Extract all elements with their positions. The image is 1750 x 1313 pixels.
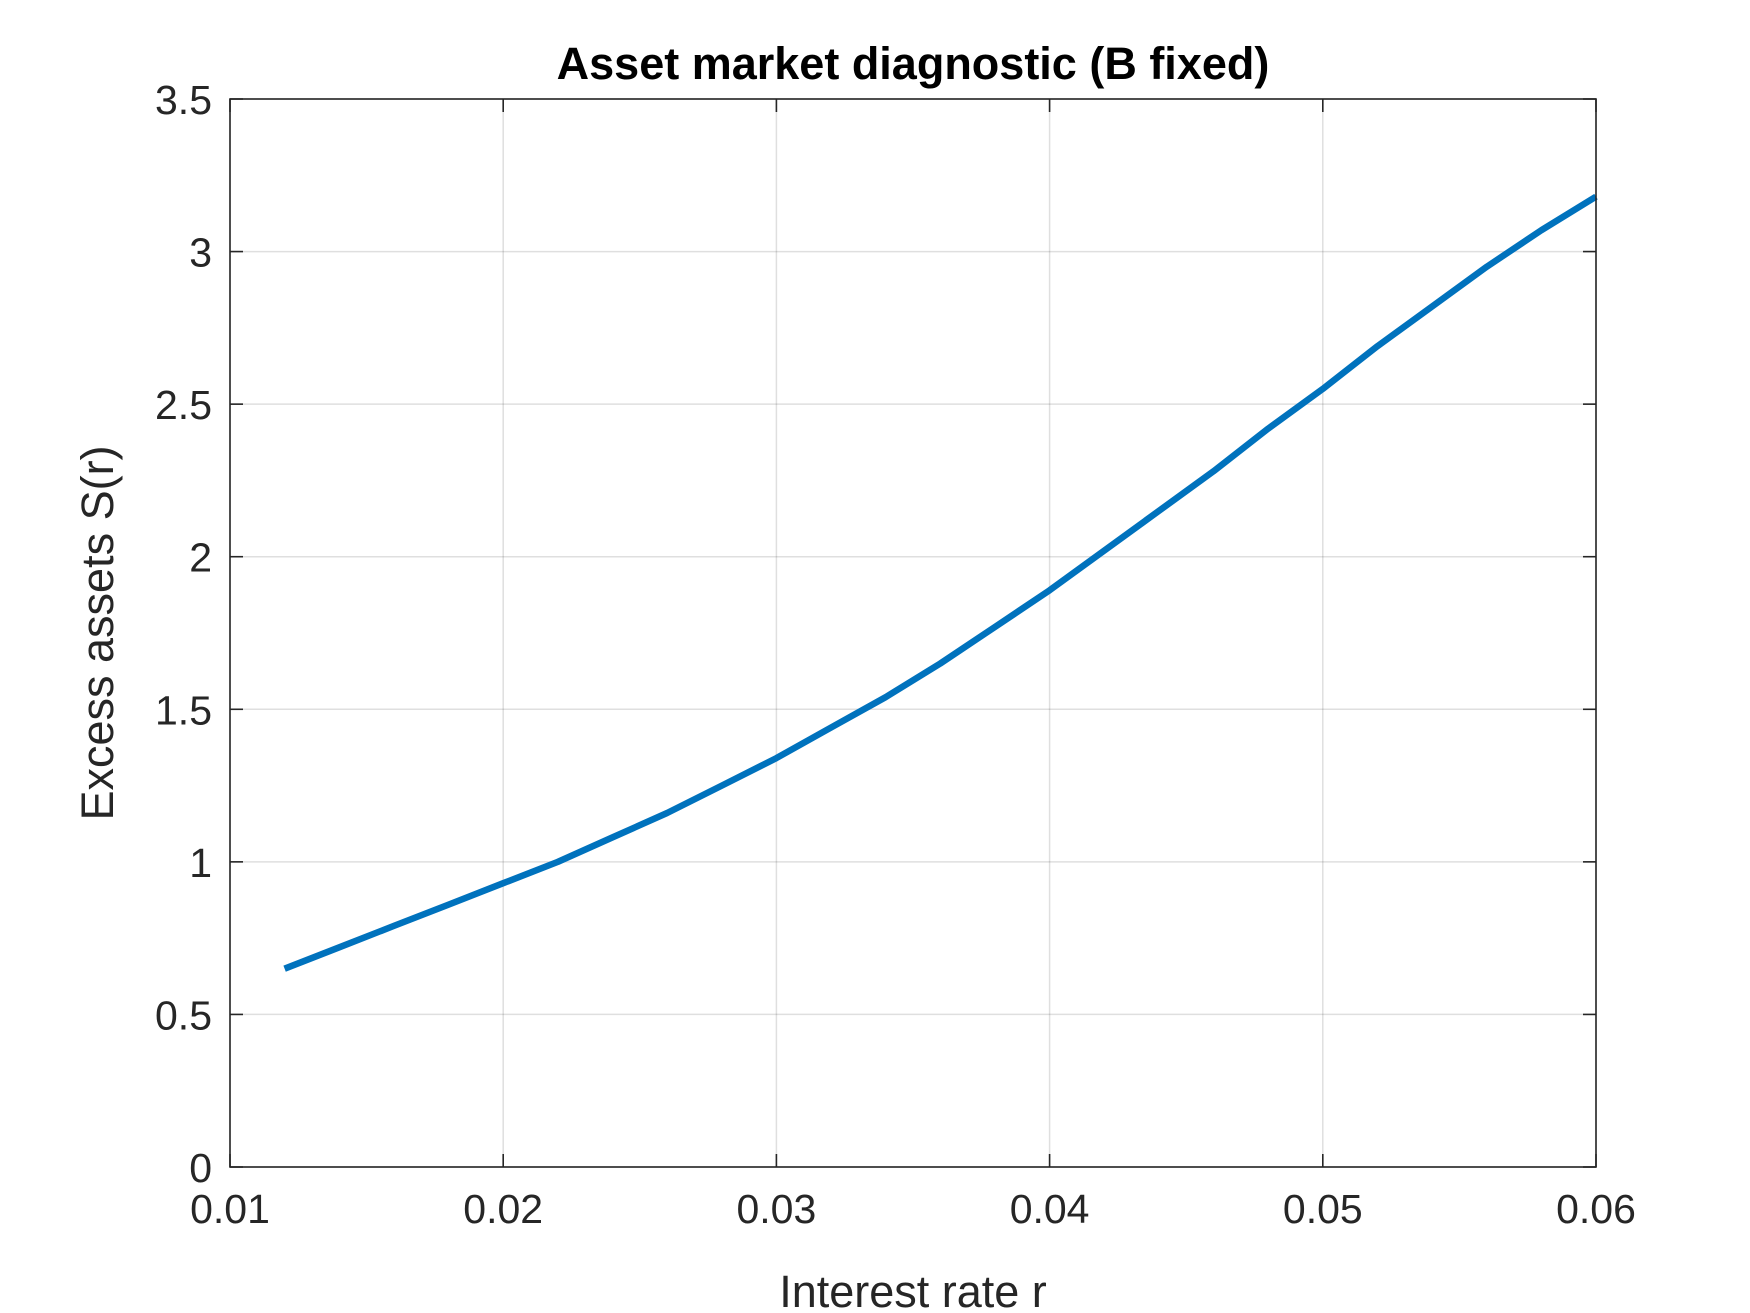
y-tick-label: 3 — [189, 230, 212, 276]
y-tick-label: 1.5 — [155, 687, 212, 733]
tick-marks — [229, 98, 1597, 1168]
x-axis-title: Interest rate r — [779, 1266, 1047, 1313]
series-line-0 — [283, 193, 1598, 972]
plot-frame — [229, 98, 1597, 1168]
y-tick-label: 2.5 — [155, 382, 212, 428]
x-tick-label: 0.03 — [736, 1186, 816, 1232]
x-tick-label: 0.04 — [1010, 1186, 1090, 1232]
chart-title: Asset market diagnostic (B fixed) — [557, 38, 1270, 89]
x-tick-labels: 0.01 0.02 0.03 0.04 0.05 0.06 — [190, 1186, 1636, 1232]
x-tick-label: 0.01 — [190, 1186, 270, 1232]
x-tick-label: 0.02 — [463, 1186, 543, 1232]
y-tick-label: 2 — [189, 535, 212, 581]
plot-area — [230, 99, 1596, 1167]
y-tick-label: 0 — [189, 1145, 212, 1191]
series-layer — [283, 193, 1598, 972]
x-tick-label: 0.05 — [1283, 1186, 1363, 1232]
y-tick-label: 0.5 — [155, 992, 212, 1038]
y-tick-labels: 0 0.5 1 1.5 2 2.5 3 3.5 — [155, 77, 212, 1191]
y-axis-title: Excess assets S(r) — [72, 445, 123, 820]
y-tick-label: 1 — [189, 840, 212, 886]
x-tick-label: 0.06 — [1556, 1186, 1636, 1232]
y-tick-label: 3.5 — [155, 77, 212, 123]
